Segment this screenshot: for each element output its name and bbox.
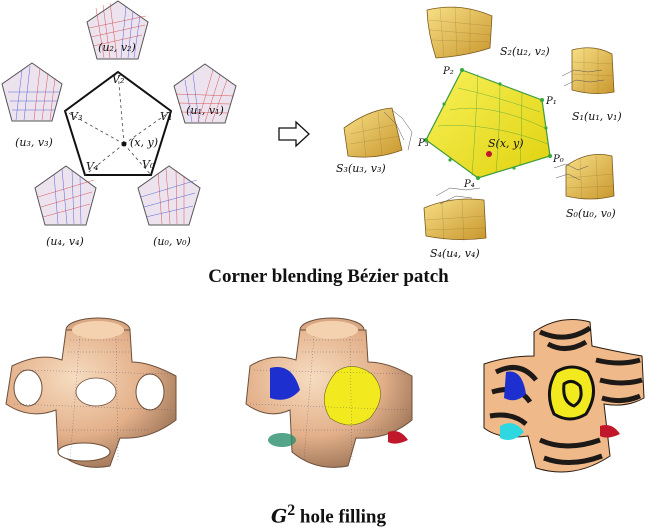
domain-pentagon-4 bbox=[34, 165, 97, 226]
domain-pentagon-1: (u₁, v₁) bbox=[173, 63, 237, 124]
model-filled bbox=[245, 317, 413, 468]
vertex-label-v3: V₃ bbox=[70, 110, 82, 123]
model-zebra bbox=[483, 319, 645, 473]
patch-s2: S₂(u₂, v₂) bbox=[426, 5, 550, 59]
model-mesh bbox=[5, 317, 177, 468]
right-arrow-icon bbox=[278, 120, 310, 148]
domain-label-u0v0: (u₀, v₀) bbox=[153, 235, 191, 248]
center-patch-point bbox=[486, 151, 492, 157]
caption-hole-filling: G2 hole filling bbox=[0, 502, 657, 528]
domain-label-u4v4: (u₄, v₄) bbox=[46, 235, 84, 248]
domain-pentagons: (u₂, v₂) (u₁, v₁) (u₃, v₃) bbox=[1, 0, 237, 248]
domain-label-u1v1: (u₁, v₁) bbox=[186, 104, 224, 117]
vertex-label-v0: V₀ bbox=[142, 158, 155, 171]
center-label: (x, y) bbox=[130, 136, 158, 149]
domain-pentagon-3 bbox=[1, 62, 63, 122]
center-pentagon: V₂ V₁ V₀ V₄ V₃ (x, y) bbox=[63, 70, 172, 176]
patch-s4: S₄(u₄, v₄) bbox=[423, 187, 487, 260]
patch-label-s1: S₁(u₁, v₁) bbox=[572, 110, 622, 123]
central-patch: S(x, y) P₂ P₁ P₀ P₄ P₃ bbox=[417, 66, 564, 190]
center-point bbox=[121, 141, 127, 147]
patch-label-s0: S₀(u₀, v₀) bbox=[566, 207, 616, 220]
patch-label-s2: S₂(u₂, v₂) bbox=[500, 45, 550, 58]
caption-math-sup: 2 bbox=[287, 502, 296, 519]
caption-corner-blending: Corner blending Bézier patch bbox=[208, 266, 449, 287]
patch-s0: S₀(u₀, v₀) bbox=[553, 153, 616, 220]
corner-label-p1: P₁ bbox=[545, 96, 557, 107]
domain-pentagon-0 bbox=[137, 165, 201, 226]
patch-s1: S₁(u₁, v₁) bbox=[561, 47, 622, 123]
domain-label-u2v2: (u₂, v₂) bbox=[98, 41, 136, 54]
corner-label-p3: P₃ bbox=[417, 138, 429, 149]
patch-label-s4: S₄(u₄, v₄) bbox=[430, 247, 480, 260]
domain-pentagon-2: (u₂, v₂) bbox=[86, 0, 149, 60]
corner-label-p0: P₀ bbox=[552, 154, 564, 165]
vertex-label-v2: V₂ bbox=[112, 73, 124, 86]
caption-math-g: G bbox=[271, 505, 288, 528]
domain-label-u3v3: (u₃, v₃) bbox=[15, 136, 53, 149]
vertex-label-v4: V₄ bbox=[86, 160, 98, 173]
vertex-label-v1: V₁ bbox=[160, 110, 172, 123]
control-points bbox=[424, 68, 552, 180]
corner-label-p2: P₂ bbox=[442, 66, 454, 77]
patch-s3: S₃(u₃, v₃) bbox=[336, 107, 413, 175]
patch-label-s3: S₃(u₃, v₃) bbox=[336, 162, 386, 175]
patch-label-center: S(x, y) bbox=[488, 137, 524, 150]
corner-label-p4: P₄ bbox=[463, 179, 475, 190]
caption-hole-filling-text: hole filling bbox=[299, 506, 386, 528]
